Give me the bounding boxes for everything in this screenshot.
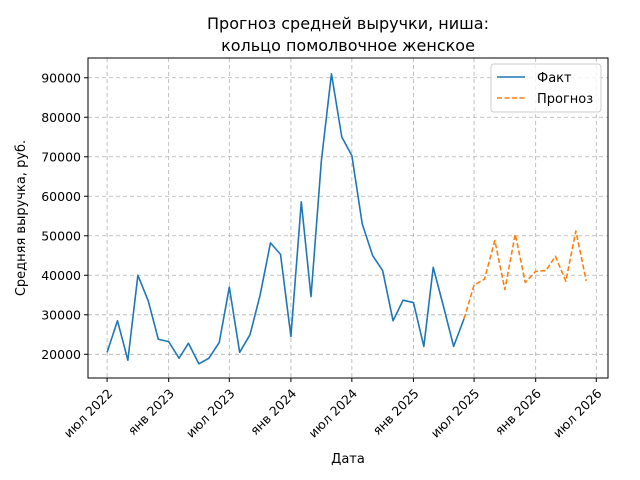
x-axis-label: Дата [331,452,365,467]
plot-area-frame [87,57,609,379]
legend-box [490,63,602,113]
series-line-fact [106,73,465,365]
y-axis-label: Средняя выручка, руб. [14,140,29,296]
series-layer [106,73,588,365]
chart-title-line-2: кольцо помолвочное женское [221,36,475,55]
y-tick-label: 80000 [41,110,81,125]
chart-title-line-1: Прогноз средней выручки, ниша: [207,14,489,33]
series-line-forecast [463,230,588,319]
grid [88,58,608,378]
y-tick-label: 60000 [41,189,81,204]
y-tick-label: 90000 [41,70,81,85]
y-axis: 20000 30000 40000 50000 60000 70000 80000 90000 [41,70,88,362]
legend-label-fact: Факт [537,71,572,86]
legend-label-forecast: Прогноз [537,92,593,107]
y-tick-label: 40000 [41,268,81,283]
legend: Факт Прогноз [490,63,602,113]
y-tick-label: 30000 [41,307,81,322]
y-tick-label: 50000 [41,228,81,243]
y-tick-label: 20000 [41,347,81,362]
y-tick-label: 70000 [41,149,81,164]
